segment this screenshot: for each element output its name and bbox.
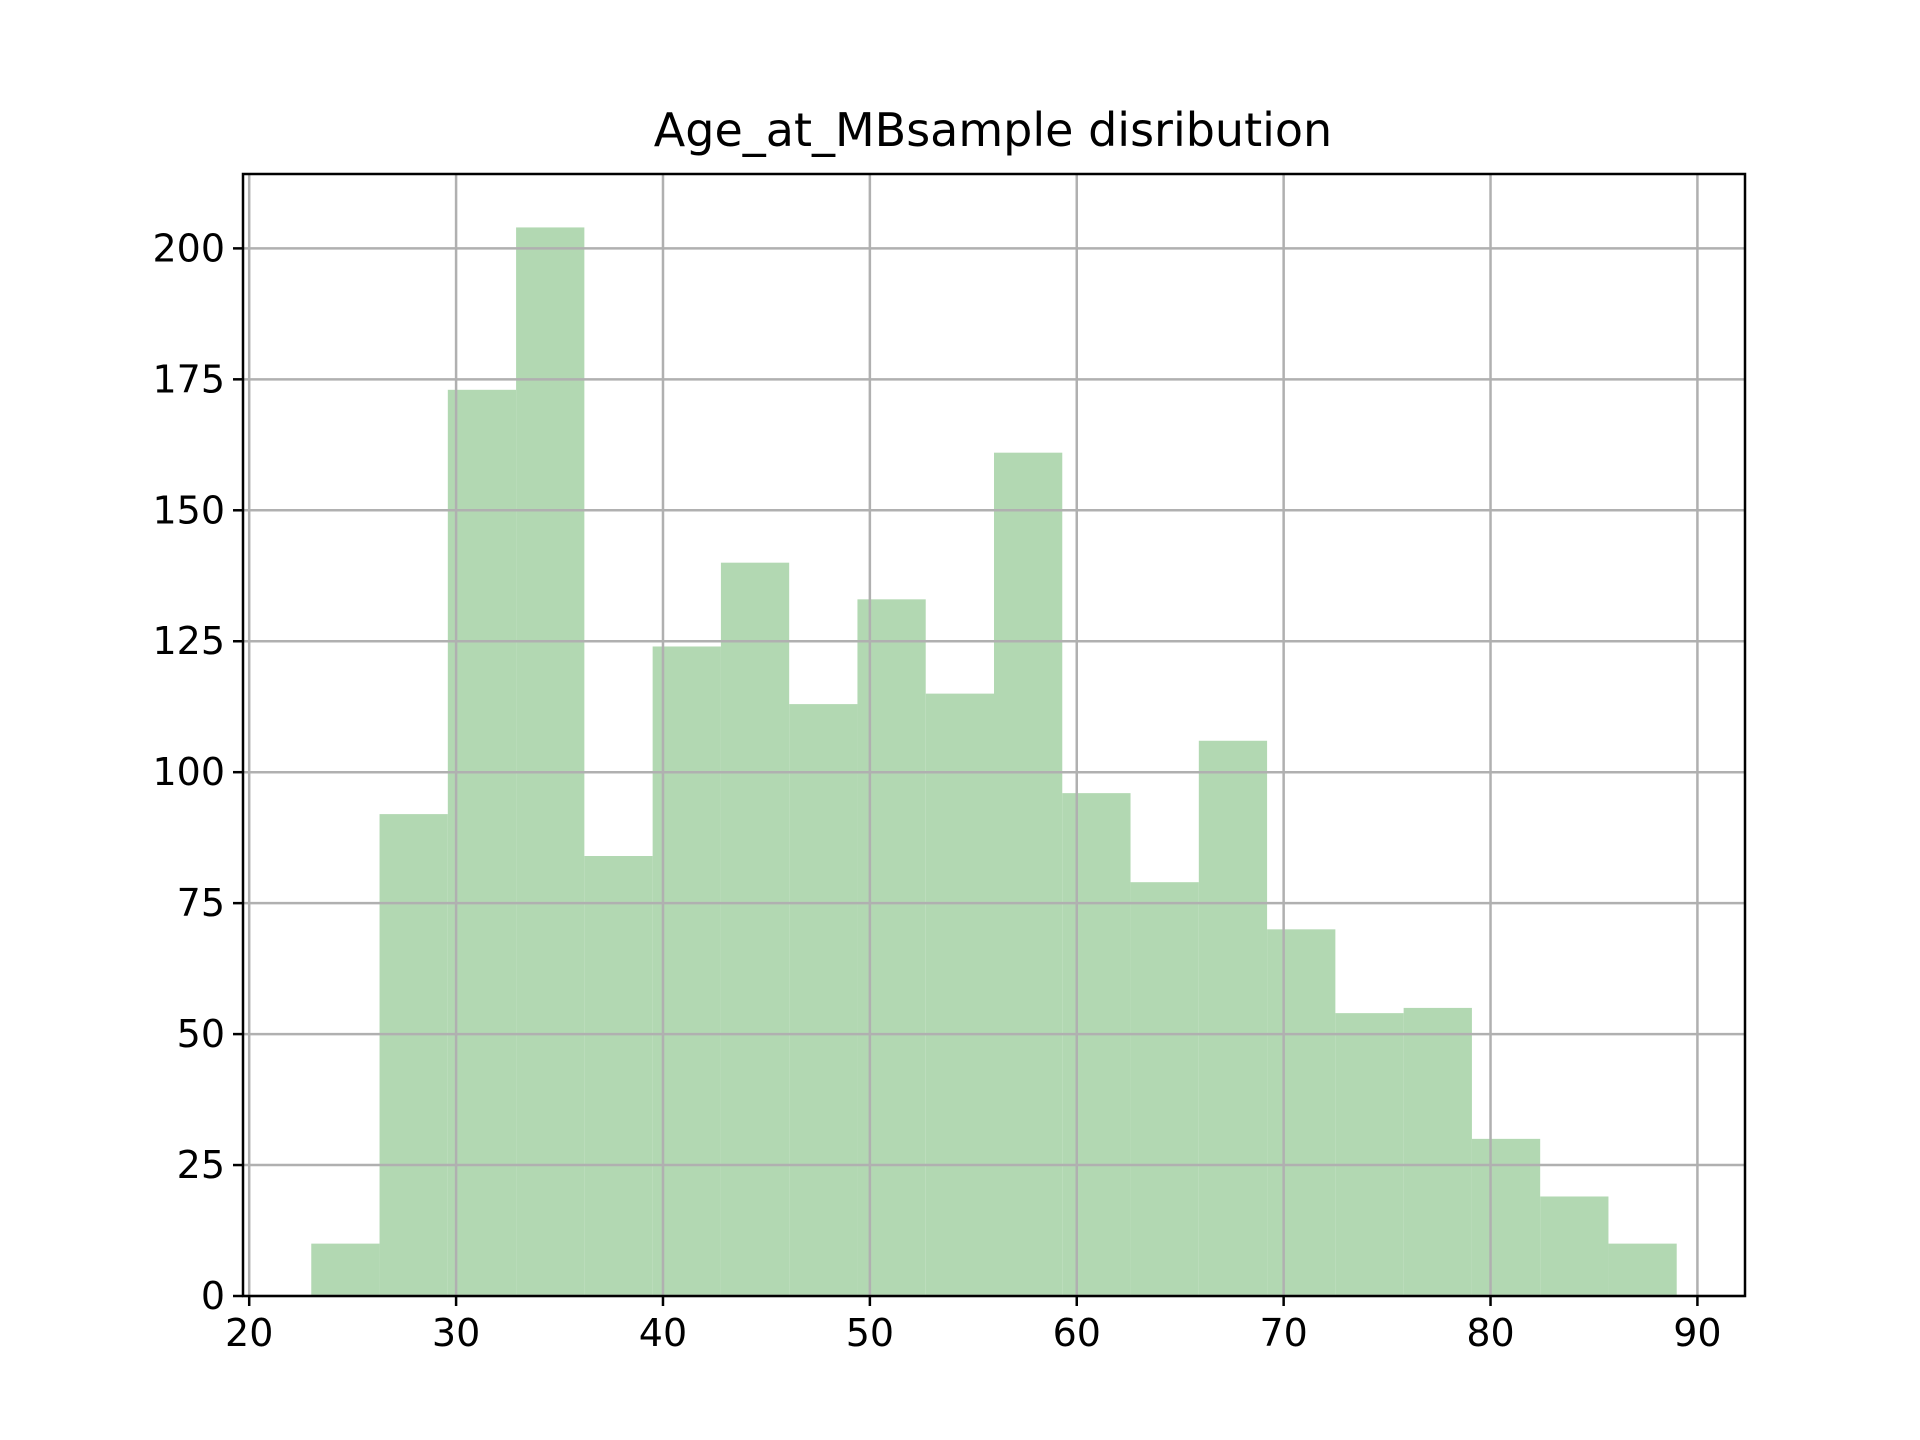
histogram-bar	[994, 452, 1063, 1296]
x-tick-label: 90	[1673, 1311, 1721, 1355]
y-tick-label: 200	[152, 226, 225, 270]
y-tick-label: 100	[152, 750, 225, 794]
histogram-bar	[379, 814, 448, 1296]
histogram-bar	[1403, 1007, 1472, 1296]
y-tick-label: 150	[152, 488, 225, 532]
y-tick-label: 75	[177, 881, 225, 925]
histogram-bar	[311, 1243, 380, 1296]
x-tick-label: 20	[225, 1311, 273, 1355]
histogram-bar	[1198, 740, 1268, 1296]
ticks-layer: 20 30 40 50 60 70 80 90 0 25 50 75 100 125 150 175 200	[152, 226, 1721, 1355]
y-tick-label: 0	[201, 1274, 225, 1318]
histogram-bar	[1130, 882, 1199, 1296]
x-tick-label: 30	[432, 1311, 480, 1355]
histogram-bar	[1267, 929, 1336, 1296]
y-tick-label: 25	[177, 1143, 225, 1187]
bars-layer	[311, 227, 1677, 1297]
histogram-bar	[1062, 793, 1131, 1296]
histogram-bar	[447, 389, 517, 1296]
chart-title: Age_at_MBsample disribution	[654, 103, 1332, 157]
histogram-bar	[789, 704, 858, 1296]
histogram-bar	[1335, 1013, 1404, 1296]
histogram-bar	[720, 562, 790, 1296]
axes-frame	[241, 172, 1747, 1298]
x-tick-label: 40	[639, 1311, 687, 1355]
x-tick-label: 70	[1259, 1311, 1307, 1355]
histogram-bar	[1608, 1243, 1677, 1296]
histogram-bar	[1540, 1196, 1609, 1296]
histogram-bar	[925, 693, 994, 1296]
y-tick-label: 50	[177, 1012, 225, 1056]
histogram-bar	[584, 856, 653, 1296]
y-tick-label: 125	[152, 619, 225, 663]
x-tick-label: 50	[846, 1311, 894, 1355]
histogram-bar	[1471, 1138, 1541, 1296]
y-tick-label: 175	[152, 357, 225, 401]
histogram-bar	[857, 599, 926, 1296]
x-tick-label: 60	[1053, 1311, 1101, 1355]
histogram-bar	[516, 227, 585, 1297]
x-tick-label: 80	[1466, 1311, 1514, 1355]
